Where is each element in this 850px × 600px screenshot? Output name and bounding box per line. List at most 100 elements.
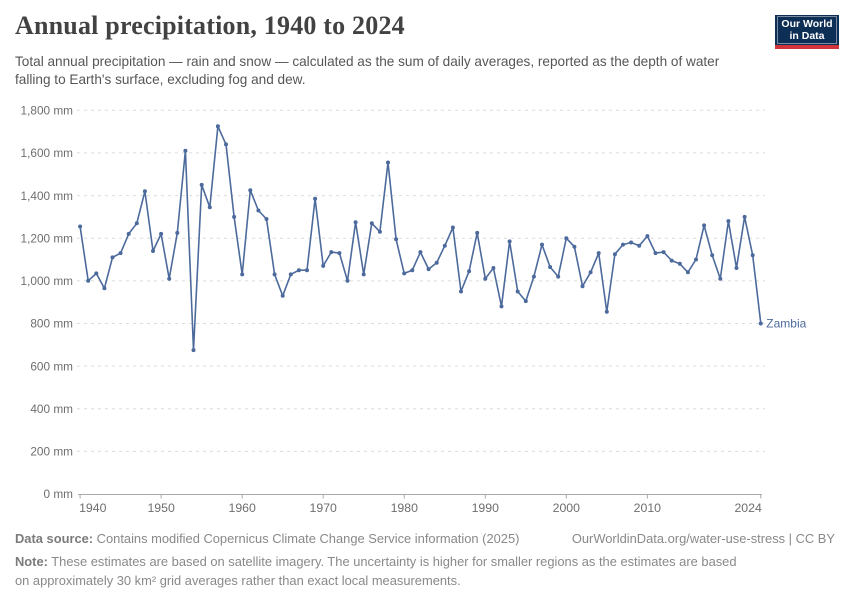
y-tick-label: 0 mm — [44, 487, 74, 501]
data-point — [702, 223, 707, 228]
data-point — [361, 272, 366, 277]
data-point — [410, 268, 415, 273]
data-point — [191, 348, 196, 353]
x-tick-label: 2010 — [634, 501, 662, 515]
data-point — [572, 244, 577, 249]
data-point — [629, 240, 634, 245]
data-point — [564, 236, 569, 241]
data-point — [475, 230, 480, 235]
data-point — [507, 239, 512, 244]
owid-logo-line2: in Data — [789, 30, 825, 42]
data-point — [102, 286, 107, 291]
data-point — [742, 214, 747, 219]
entity-label: Zambia — [766, 317, 806, 331]
data-point — [337, 251, 342, 256]
data-point — [329, 250, 334, 255]
data-point — [604, 309, 609, 314]
y-tick-label: 1,600 mm — [21, 146, 74, 160]
y-tick-label: 1,800 mm — [21, 104, 74, 118]
data-point — [215, 124, 220, 129]
data-point — [199, 182, 204, 187]
data-point — [110, 255, 115, 260]
data-point — [126, 231, 131, 236]
data-point — [726, 219, 731, 224]
data-point — [256, 208, 261, 213]
data-point — [345, 278, 350, 283]
footnote-text: These estimates are based on satellite i… — [15, 554, 737, 588]
y-tick-label: 1,200 mm — [21, 231, 74, 245]
data-point — [159, 231, 164, 236]
data-point — [175, 230, 180, 235]
data-point — [305, 268, 309, 273]
data-point — [580, 284, 585, 289]
data-point — [288, 272, 293, 277]
y-tick-label: 600 mm — [30, 359, 73, 373]
data-point — [264, 217, 269, 221]
plot-area: 0 mm 200 mm 400 mm 600 mm 800 mm 1,000 mm 1,20… — [0, 95, 850, 525]
x-tick-label: 1990 — [472, 501, 500, 515]
data-point — [134, 221, 139, 226]
x-tick-label: 1950 — [147, 501, 175, 515]
data-point — [694, 257, 698, 262]
x-tick-label: 2024 — [734, 501, 762, 515]
owid-logo-line1: Our World — [781, 17, 833, 30]
data-point — [531, 274, 536, 279]
chart-subtitle: Total annual precipitation — rain and sn… — [15, 54, 720, 88]
data-point — [167, 276, 172, 281]
y-tick-label: 1,000 mm — [21, 274, 74, 288]
data-point — [94, 271, 99, 276]
data-point — [142, 189, 147, 194]
chart-footer: Data source: Contains modified Copernicu… — [15, 531, 835, 591]
data-point — [588, 270, 593, 275]
y-tick-label: 200 mm — [30, 445, 73, 459]
data-point — [750, 253, 755, 258]
data-point — [296, 268, 301, 273]
y-tick-label: 800 mm — [30, 317, 73, 331]
data-point — [313, 196, 318, 201]
data-point — [467, 269, 472, 274]
data-point — [224, 142, 228, 147]
data-point — [515, 289, 520, 294]
data-point — [499, 304, 504, 309]
data-point — [653, 251, 658, 256]
data-point — [523, 299, 528, 304]
data-point — [450, 225, 455, 230]
data-point — [459, 289, 463, 294]
x-tick-label: 1980 — [391, 501, 419, 515]
data-point — [442, 243, 447, 248]
data-source: Data source: Contains modified Copernicu… — [15, 531, 519, 546]
owid-logo[interactable]: Our World in Data — [775, 15, 839, 49]
data-point — [240, 272, 245, 277]
x-axis: 1940 1950 1960 1970 1980 1990 2000 2010 2024 — [78, 494, 762, 515]
data-point — [661, 250, 666, 255]
data-point — [78, 224, 83, 229]
data-point — [621, 242, 625, 247]
line-chart: 0 mm 200 mm 400 mm 600 mm 800 mm 1,000 mm 1,20… — [21, 104, 807, 516]
data-point — [272, 272, 277, 277]
data-point — [402, 271, 407, 276]
owid-logo-box: Our World in Data — [775, 15, 839, 45]
data-point — [540, 242, 544, 247]
data-point — [369, 221, 374, 226]
data-point — [183, 148, 188, 153]
owid-cc-link[interactable]: OurWorldinData.org/water-use-stress | CC… — [571, 531, 835, 546]
data-point — [386, 160, 390, 165]
data-point — [637, 243, 642, 248]
data-point — [426, 267, 431, 272]
y-tick-label: 400 mm — [30, 402, 73, 416]
data-point — [151, 249, 155, 253]
data-point — [418, 250, 423, 255]
data-point — [612, 252, 617, 257]
gridlines — [77, 109, 765, 452]
data-point — [434, 260, 439, 265]
data-point — [321, 263, 326, 268]
x-tick-label: 1960 — [228, 501, 256, 515]
data-point — [483, 276, 488, 281]
x-tick-label: 2000 — [553, 501, 581, 515]
data-point — [710, 253, 715, 258]
data-point — [556, 274, 561, 279]
data-point — [248, 188, 253, 193]
data-point — [394, 237, 399, 242]
data-point — [232, 214, 237, 219]
